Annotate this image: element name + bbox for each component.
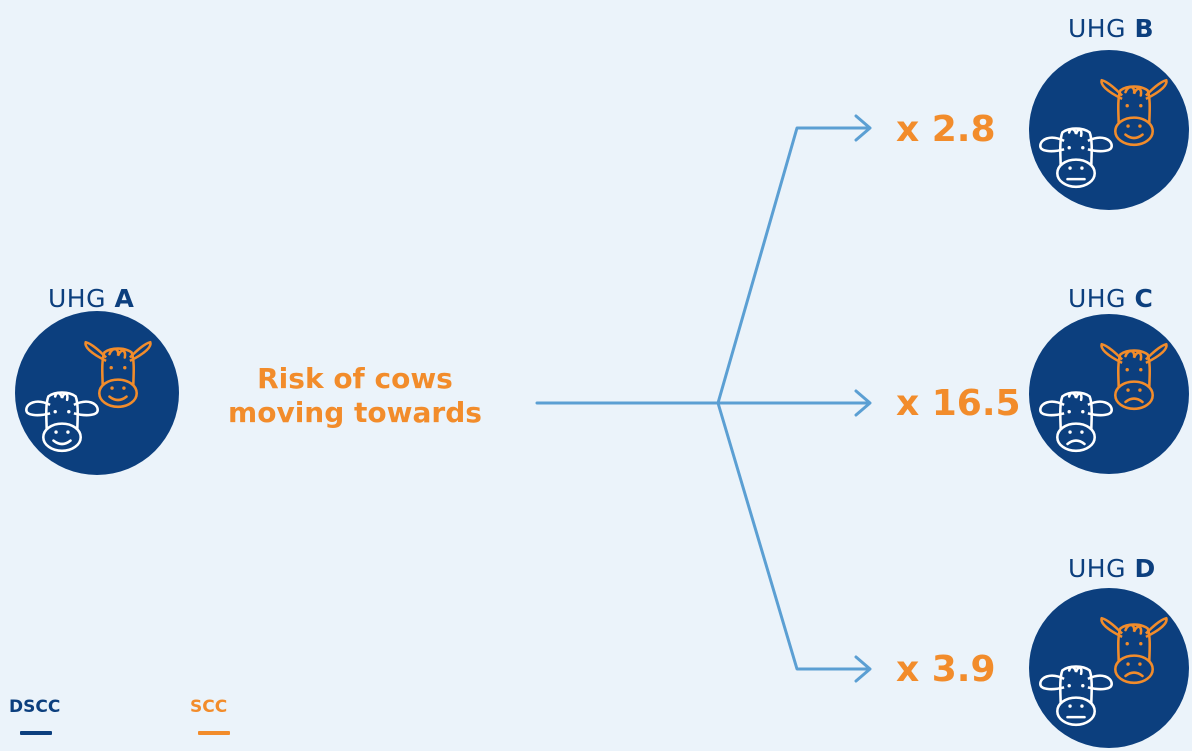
cow-sad-icon xyxy=(1100,616,1168,685)
group-letter: C xyxy=(1134,284,1154,313)
legend-dscc-line xyxy=(20,731,52,735)
group-prefix: UHG xyxy=(1068,14,1126,43)
group-letter: B xyxy=(1134,14,1154,43)
cow-neutral-icon xyxy=(1039,127,1113,189)
group-prefix: UHG xyxy=(48,284,106,313)
risk-label: Risk of cows moving towards xyxy=(200,362,510,430)
group-b-label: UHG B xyxy=(1068,14,1154,43)
cow-happy-icon xyxy=(1100,78,1168,147)
arrow-network xyxy=(535,114,872,683)
group-d-circle xyxy=(1029,588,1189,748)
group-c-label: UHG C xyxy=(1068,284,1153,313)
risk-label-line2: moving towards xyxy=(228,396,482,429)
cow-happy-icon xyxy=(84,340,152,409)
group-a-circle xyxy=(15,311,179,475)
cow-sad-icon xyxy=(1100,342,1168,411)
group-letter: D xyxy=(1134,554,1156,583)
cow-happy-icon xyxy=(25,391,99,453)
group-prefix: UHG xyxy=(1068,554,1126,583)
group-a-label: UHG A xyxy=(48,284,134,313)
group-letter: A xyxy=(114,284,135,313)
multiplier-b: x 2.8 xyxy=(896,109,996,150)
group-c-circle xyxy=(1029,314,1189,474)
multiplier-d: x 3.9 xyxy=(896,649,996,690)
arrow-to-d xyxy=(716,401,870,671)
arrow-to-b xyxy=(716,126,870,405)
legend-dscc-label: DSCC xyxy=(9,697,61,717)
cow-sad-icon xyxy=(1039,391,1113,453)
legend-scc-label: SCC xyxy=(190,697,228,717)
group-prefix: UHG xyxy=(1068,284,1126,313)
arrowhead-b-icon xyxy=(854,114,872,142)
arrowhead-d-icon xyxy=(854,655,872,683)
arrowhead-c-icon xyxy=(854,389,872,417)
group-b-circle xyxy=(1029,50,1189,210)
cow-neutral-icon xyxy=(1039,665,1113,727)
legend-scc-line xyxy=(198,731,230,735)
multiplier-c: x 16.5 xyxy=(896,383,1021,424)
group-d-label: UHG D xyxy=(1068,554,1156,583)
risk-label-line1: Risk of cows xyxy=(257,362,453,395)
